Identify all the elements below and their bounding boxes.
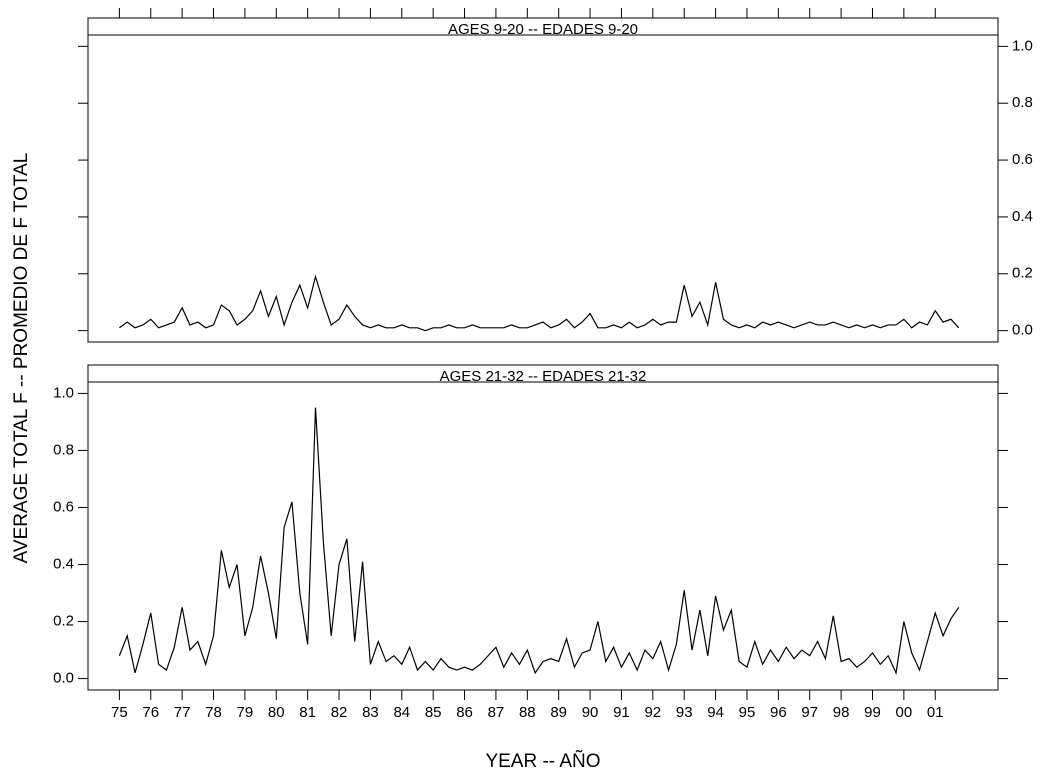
y-tick-label: 0.2	[1012, 265, 1033, 282]
x-tick-label: 90	[582, 704, 599, 721]
x-tick-label: 75	[111, 704, 128, 721]
y-tick-label: 0.0	[53, 670, 74, 687]
plot-frame	[87, 381, 999, 691]
x-tick-label: 95	[739, 704, 756, 721]
y-tick-label: 1.0	[1012, 37, 1033, 54]
x-tick-label: 86	[456, 704, 473, 721]
x-tick-label: 77	[174, 704, 191, 721]
y-tick-label: 0.2	[53, 613, 74, 630]
x-tick-label: 92	[644, 704, 661, 721]
x-tick-label: 97	[801, 704, 818, 721]
plot-frame	[87, 34, 999, 343]
y-tick-label: 1.0	[53, 384, 74, 401]
x-tick-label: 79	[237, 704, 254, 721]
x-tick-label: 87	[488, 704, 505, 721]
x-tick-label: 83	[362, 704, 379, 721]
x-tick-label: 81	[299, 704, 316, 721]
y-tick-label: 0.6	[53, 498, 74, 515]
x-tick-label: 88	[519, 704, 536, 721]
x-tick-label: 78	[205, 704, 222, 721]
x-tick-label: 89	[550, 704, 567, 721]
y-tick-label: 0.6	[1012, 151, 1033, 168]
y-tick-label: 0.4	[1012, 208, 1033, 225]
x-tick-label: 96	[770, 704, 787, 721]
x-tick-label: 76	[142, 704, 159, 721]
x-tick-label: 82	[331, 704, 348, 721]
x-tick-label: 84	[393, 704, 410, 721]
x-tick-label: 93	[676, 704, 693, 721]
series-line	[119, 274, 960, 332]
y-tick-label: 0.0	[1012, 322, 1033, 339]
x-tick-label: 94	[707, 704, 724, 721]
series-line	[118, 407, 960, 675]
x-tick-label: 99	[864, 704, 881, 721]
y-axis-label: AVERAGE TOTAL F -- PROMEDIO DE F TOTAL	[11, 153, 32, 564]
y-tick-label: 0.4	[53, 555, 74, 572]
x-tick-label: 98	[833, 704, 850, 721]
x-tick-label: 01	[927, 704, 944, 721]
x-tick-label: 00	[896, 704, 913, 721]
y-tick-label: 0.8	[53, 441, 74, 458]
x-tick-label: 85	[425, 704, 442, 721]
x-axis-label: YEAR -- AÑO	[485, 750, 600, 772]
panel-title: AGES 9-20 -- EDADES 9-20	[448, 21, 638, 38]
x-tick-label: 91	[613, 704, 630, 721]
panel-title: AGES 21-32 -- EDADES 21-32	[440, 368, 647, 385]
y-tick-label: 0.8	[1012, 94, 1033, 111]
x-tick-label: 80	[268, 704, 285, 721]
